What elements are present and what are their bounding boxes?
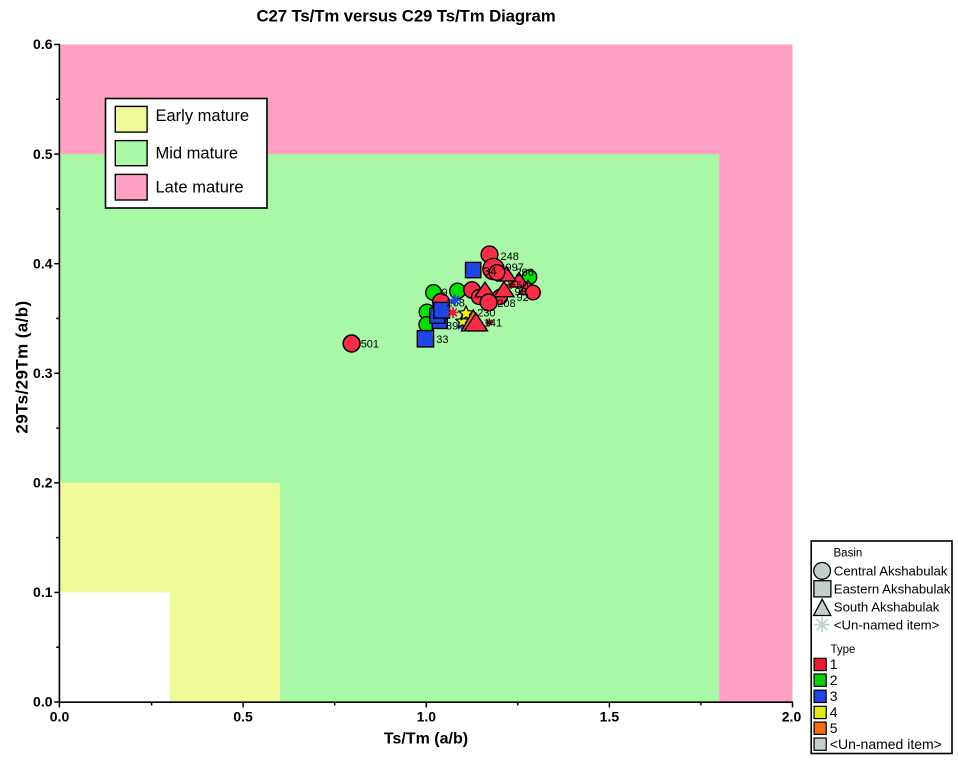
svg-text:50: 50 (516, 280, 528, 292)
svg-text:<Un-named item>: <Un-named item> (830, 736, 942, 752)
svg-text:Early mature: Early mature (156, 107, 250, 125)
svg-text:0.0: 0.0 (33, 694, 53, 710)
svg-text:2: 2 (830, 672, 838, 688)
svg-text:9: 9 (442, 287, 448, 299)
svg-text:33: 33 (436, 334, 448, 346)
svg-text:0.1: 0.1 (33, 584, 53, 600)
svg-text:0.0: 0.0 (50, 709, 70, 725)
svg-text:4: 4 (830, 704, 838, 720)
svg-text:Eastern Akshabulak: Eastern Akshabulak (834, 582, 951, 597)
svg-text:92: 92 (517, 292, 529, 304)
svg-text:Central Akshabulak: Central Akshabulak (834, 564, 948, 579)
svg-text:997: 997 (506, 262, 524, 274)
svg-text:39: 39 (446, 321, 458, 333)
svg-text:1.5: 1.5 (600, 709, 620, 725)
svg-text:2.0: 2.0 (782, 709, 802, 725)
svg-text:South Akshabulak: South Akshabulak (834, 600, 940, 615)
svg-text:Type: Type (831, 644, 856, 656)
svg-text:0.4: 0.4 (33, 255, 53, 271)
svg-text:Mid mature: Mid mature (156, 145, 239, 163)
svg-text:0.6: 0.6 (33, 36, 53, 52)
svg-text:1: 1 (830, 656, 838, 672)
svg-text:<Un-named item>: <Un-named item> (834, 618, 940, 633)
svg-text:141: 141 (484, 318, 502, 330)
svg-text:98: 98 (515, 286, 527, 298)
svg-text:0.5: 0.5 (233, 709, 253, 725)
svg-text:C27 Ts/Tm versus C29 Ts/Tm Dia: C27 Ts/Tm versus C29 Ts/Tm Diagram (256, 6, 555, 25)
svg-text:3: 3 (830, 688, 838, 704)
svg-text:Ts/Tm (a/b): Ts/Tm (a/b) (384, 731, 468, 748)
svg-text:296: 296 (516, 267, 534, 279)
svg-text:34: 34 (483, 265, 497, 279)
svg-text:1.0: 1.0 (417, 709, 437, 725)
svg-text:248: 248 (501, 251, 519, 263)
svg-text:Basin: Basin (834, 548, 863, 560)
svg-text:230: 230 (477, 307, 495, 319)
svg-text:0.2: 0.2 (33, 475, 53, 491)
svg-text:208: 208 (497, 298, 515, 310)
svg-text:0.5: 0.5 (33, 146, 53, 162)
svg-text:5: 5 (830, 720, 838, 736)
svg-text:29Ts/29Tm (a/b): 29Ts/29Tm (a/b) (13, 300, 32, 433)
svg-text:Late mature: Late mature (156, 179, 244, 197)
svg-text:0.3: 0.3 (33, 365, 53, 381)
svg-text:501: 501 (361, 339, 379, 351)
